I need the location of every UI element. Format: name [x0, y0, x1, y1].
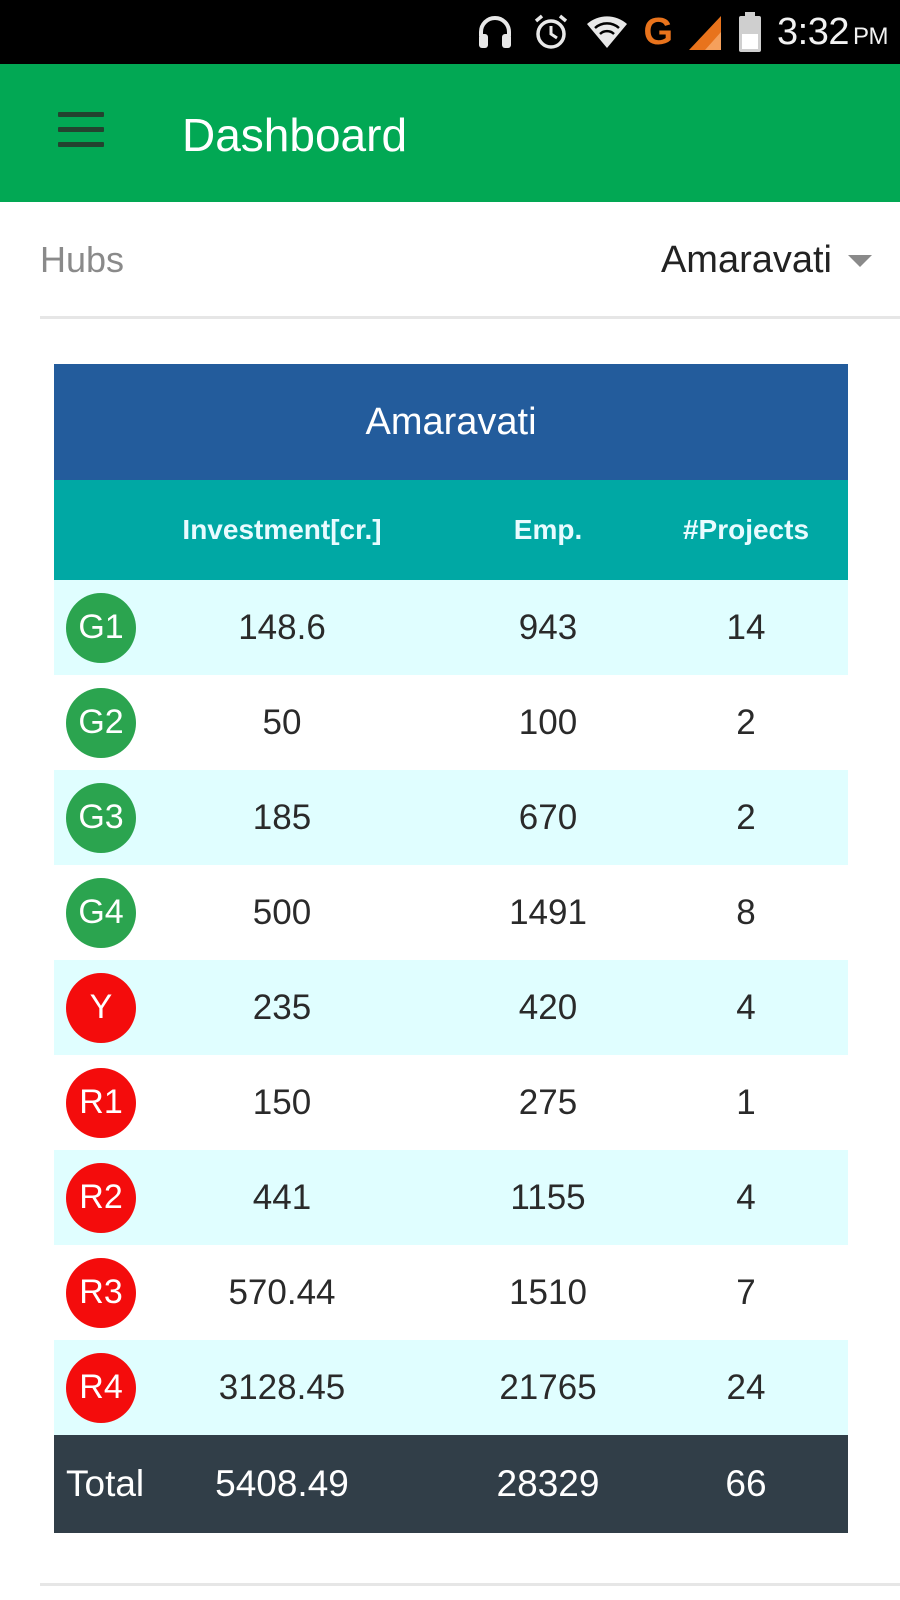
table-row: Y 235 420 4	[54, 960, 848, 1055]
column-header-investment: Investment[cr.]	[182, 514, 382, 545]
battery-icon	[737, 10, 763, 54]
cell-investment: 185	[252, 797, 312, 837]
cell-projects: 4	[736, 1177, 756, 1217]
cell-investment: 500	[252, 892, 312, 932]
cell-emp: 943	[518, 607, 578, 647]
table-row: R1 150 275 1	[54, 1055, 848, 1150]
status-badge: G4	[66, 877, 136, 948]
status-badge: R3	[66, 1257, 136, 1328]
cell-investment: 441	[252, 1177, 312, 1217]
status-badge: G3	[66, 782, 136, 853]
total-label: Total	[66, 1463, 145, 1504]
signal-icon	[687, 12, 723, 52]
hubs-dropdown[interactable]: Amaravati	[661, 239, 872, 282]
status-badge: R2	[66, 1162, 136, 1233]
column-header-projects: #Projects	[682, 514, 810, 545]
cell-emp: 420	[518, 987, 578, 1027]
cell-emp: 100	[518, 702, 578, 742]
cell-projects: 1	[736, 1082, 756, 1122]
app-bar: Dashboard	[0, 64, 900, 202]
table-row: R3 570.44 1510 7	[54, 1245, 848, 1340]
hubs-selected-value: Amaravati	[660, 239, 832, 281]
status-badge: G1	[66, 592, 136, 663]
divider	[40, 316, 900, 319]
cell-investment: 235	[252, 987, 312, 1027]
cell-projects: 4	[736, 987, 756, 1027]
alarm-icon	[531, 12, 571, 52]
column-header-emp: Emp.	[513, 514, 583, 545]
table-header-row: Investment[cr.] Emp. #Projects	[54, 480, 848, 580]
cell-emp: 21765	[499, 1367, 597, 1407]
cell-investment: 3128.45	[218, 1367, 346, 1407]
table-title: Amaravati	[54, 364, 848, 480]
table-total-row: Total 5408.49 28329 66	[54, 1435, 848, 1533]
cell-investment: 150	[252, 1082, 312, 1122]
table-row: R4 3128.45 21765 24	[54, 1340, 848, 1435]
table-row: G3 185 670 2	[54, 770, 848, 865]
hubs-row: Hubs Amaravati	[40, 205, 900, 317]
status-badge: G2	[66, 687, 136, 758]
cell-emp: 1155	[510, 1177, 586, 1217]
cell-projects: 8	[736, 892, 756, 932]
table-row: G1 148.6 943 14	[54, 580, 848, 675]
cell-projects: 24	[726, 1367, 766, 1407]
headset-icon	[473, 10, 517, 54]
cell-emp: 1491	[509, 892, 587, 932]
page-title: Dashboard	[182, 109, 408, 161]
total-projects: 66	[725, 1463, 767, 1504]
status-bar: G 3:32 PM	[0, 0, 900, 64]
total-emp: 28329	[496, 1463, 600, 1504]
hub-summary-table: Amaravati Investment[cr.] Emp. #Projects…	[54, 364, 848, 1533]
wifi-icon	[585, 12, 629, 52]
cell-investment: 148.6	[238, 607, 326, 647]
cell-investment: 570.44	[228, 1272, 336, 1312]
table-row: G2 50 100 2	[54, 675, 848, 770]
table-row: R2 441 1155 4	[54, 1150, 848, 1245]
table-body: G1 148.6 943 14 G2 50 100 2 G3 185 670 2 G4 500 1491 8 Y…	[54, 580, 848, 1435]
status-badge: R4	[66, 1352, 136, 1423]
status-badge: Y	[66, 972, 136, 1043]
divider	[40, 1583, 900, 1586]
table-row: G4 500 1491 8	[54, 865, 848, 960]
cell-projects: 2	[736, 797, 756, 837]
status-time: 3:32 PM	[777, 11, 888, 54]
hubs-label: Hubs	[40, 239, 125, 280]
status-icons: G 3:32 PM	[473, 8, 889, 56]
network-type-label: G	[643, 10, 674, 53]
status-time-value: 3:32	[777, 10, 849, 53]
cell-projects: 7	[736, 1272, 756, 1312]
status-ampm: PM	[853, 22, 889, 50]
dropdown-caret-icon	[848, 254, 872, 267]
total-investment: 5408.49	[215, 1463, 349, 1504]
cell-emp: 1510	[509, 1272, 587, 1312]
cell-emp: 670	[518, 797, 578, 837]
cell-investment: 50	[262, 702, 302, 742]
cell-emp: 275	[518, 1082, 578, 1122]
hamburger-menu-icon[interactable]	[58, 112, 104, 148]
cell-projects: 14	[726, 607, 766, 647]
cell-projects: 2	[736, 702, 756, 742]
status-badge: R1	[66, 1067, 136, 1138]
